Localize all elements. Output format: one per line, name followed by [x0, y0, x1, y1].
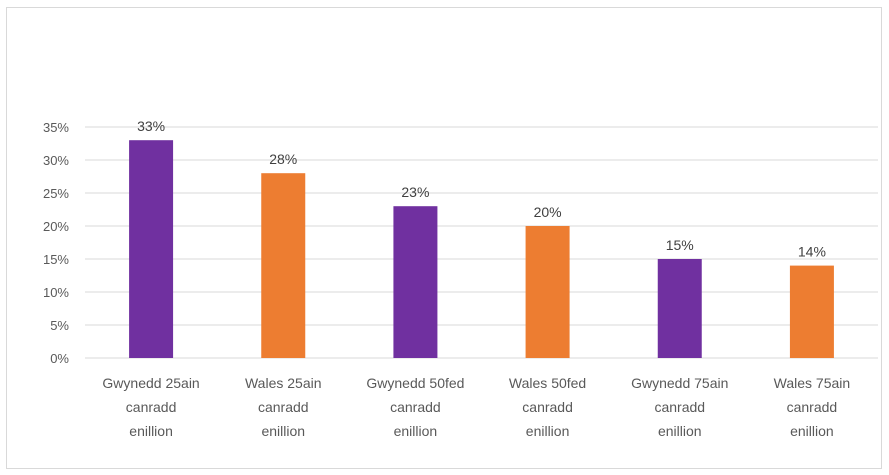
category-label-line: enillion	[526, 423, 570, 439]
category-label-line: canradd	[522, 399, 573, 415]
category-label-line: Wales 25ain	[245, 375, 322, 391]
y-tick-label: 30%	[43, 153, 69, 168]
data-label: 33%	[137, 118, 165, 134]
y-tick-label: 25%	[43, 186, 69, 201]
bar	[525, 226, 570, 358]
data-label: 15%	[666, 237, 694, 253]
category-label: Wales 25ain canradd enillion	[245, 375, 322, 439]
category-label: Gwynedd 25ain canradd enillion	[102, 375, 199, 439]
category-label-line: Gwynedd 50fed	[366, 375, 464, 391]
data-label: 23%	[401, 184, 429, 200]
data-label: 14%	[798, 244, 826, 260]
category-label-line: enillion	[261, 423, 305, 439]
y-tick-label: 10%	[43, 285, 69, 300]
category-label: Gwynedd 50fed canradd enillion	[366, 375, 464, 439]
category-label-line: canradd	[390, 399, 441, 415]
category-label-line: enillion	[394, 423, 438, 439]
y-tick-label: 20%	[43, 219, 69, 234]
category-label-line: Gwynedd 25ain	[102, 375, 199, 391]
category-label: Wales 50fed canradd enillion	[509, 375, 586, 439]
bar	[789, 265, 834, 358]
bar	[129, 140, 174, 358]
data-label: 28%	[269, 151, 297, 167]
category-label-line: canradd	[654, 399, 705, 415]
category-label-line: enillion	[658, 423, 702, 439]
category-label-line: Wales 50fed	[509, 375, 586, 391]
category-label-line: enillion	[790, 423, 834, 439]
data-label: 20%	[534, 204, 562, 220]
category-label-line: Gwynedd 75ain	[631, 375, 728, 391]
category-label: Wales 75ain canradd enillion	[774, 375, 851, 439]
category-label-line: canradd	[126, 399, 177, 415]
y-tick-label: 5%	[50, 318, 69, 333]
y-tick-label: 35%	[43, 120, 69, 135]
category-label-line: enillion	[129, 423, 173, 439]
y-tick-label: 0%	[50, 351, 69, 366]
category-label-line: canradd	[258, 399, 309, 415]
y-tick-label: 15%	[43, 252, 69, 267]
category-label-line: canradd	[787, 399, 838, 415]
category-label-line: Wales 75ain	[774, 375, 851, 391]
bar	[393, 206, 438, 358]
bar	[657, 259, 702, 358]
bar	[261, 173, 306, 358]
category-label: Gwynedd 75ain canradd enillion	[631, 375, 728, 439]
